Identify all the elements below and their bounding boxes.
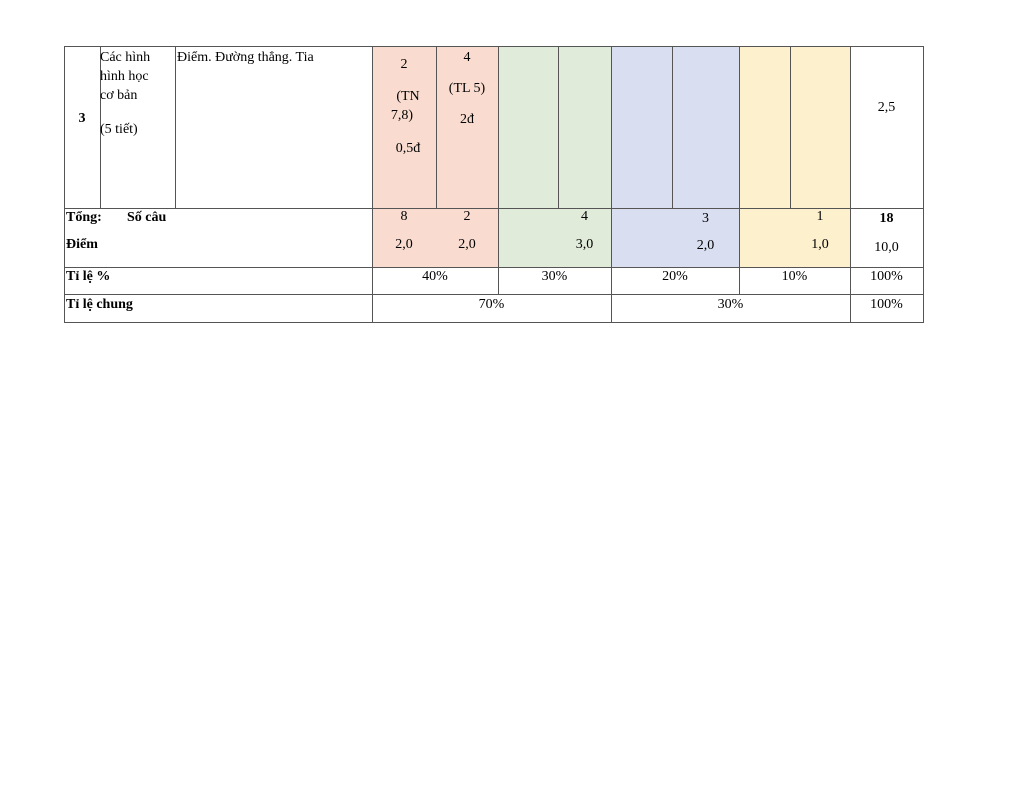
tile-thong-hieu: 30% <box>541 269 568 284</box>
fill-nhan-biet <box>373 46 498 267</box>
row3-nb-tn-line3: 7,8) <box>390 108 414 123</box>
hline-table-bottom <box>64 322 924 323</box>
row3-topic-line4: (5 tiết) <box>100 122 138 137</box>
fill-thong-hieu <box>498 46 611 267</box>
hline-top <box>64 46 924 47</box>
tong-diem-vdc-tl: 1,0 <box>811 237 829 252</box>
tong-diem-label: Điểm <box>66 237 98 252</box>
tong-cau-total: 18 <box>879 211 894 226</box>
tong-cau-vd-tl: 3 <box>702 211 709 226</box>
vline-total <box>850 46 851 323</box>
row3-total: 2,5 <box>877 100 896 115</box>
tile-van-dung-cao: 10% <box>781 269 808 284</box>
vline-stt <box>100 46 101 208</box>
tilechung-label: Tỉ lệ chung <box>66 297 133 312</box>
tong-cau-nb-tl: 2 <box>463 209 471 224</box>
tong-diem-nb-tn: 2,0 <box>395 237 413 252</box>
fill-van-dung <box>611 46 739 267</box>
hline-tile-bottom <box>64 294 924 295</box>
tile-total: 100% <box>870 269 903 284</box>
tong-diem-th-tl: 3,0 <box>575 237 594 252</box>
row3-nb-tl-count: 4 <box>463 50 471 65</box>
vline-th-vd <box>611 46 612 323</box>
vline-vdc-mid <box>790 46 791 208</box>
vline-th-mid <box>558 46 559 208</box>
vline-vd-mid <box>672 46 673 208</box>
vline-left <box>64 46 65 323</box>
row3-nb-tn-score: 0,5đ <box>395 141 421 156</box>
tong-label: Tổng: <box>66 210 102 225</box>
tong-diem-vd-tl: 2,0 <box>696 238 715 253</box>
vline-nb-th <box>498 46 499 295</box>
tilechung-total: 100% <box>870 297 903 312</box>
tong-cau-nb-tn: 8 <box>400 209 408 224</box>
tile-nhan-biet: 40% <box>422 269 448 284</box>
vline-topic <box>175 46 176 208</box>
row3-nb-tn-line2: (TN <box>396 89 420 104</box>
vline-nb-mid <box>436 46 437 208</box>
vline-right <box>923 46 924 323</box>
hline-row3-bottom <box>64 208 924 209</box>
tile-van-dung: 20% <box>662 269 688 284</box>
row3-content: Điểm. Đường thẳng. Tia <box>177 50 314 65</box>
row3-nb-tl-score: 2đ <box>460 112 474 127</box>
tilechung-group2: 30% <box>717 297 744 312</box>
row3-nb-tl-line2: (TL 5) <box>448 81 486 96</box>
tilechung-group1: 70% <box>478 297 505 312</box>
vline-vd-vdc <box>739 46 740 295</box>
tong-so-cau-label: Số câu <box>127 210 167 225</box>
tong-diem-nb-tl: 2,0 <box>458 237 476 252</box>
row3-topic-line2: hình học <box>100 69 149 84</box>
vline-content <box>372 46 373 323</box>
tile-label: Tỉ lệ % <box>66 269 111 284</box>
tong-cau-th-tl: 4 <box>581 209 588 224</box>
hline-tong-bottom <box>64 267 924 268</box>
row3-topic-line3: cơ bản <box>100 88 138 103</box>
tong-diem-total: 10,0 <box>874 240 899 255</box>
fill-van-dung-cao <box>739 46 850 267</box>
tong-cau-vdc-tl: 1 <box>816 209 824 224</box>
row3-nb-tn-count: 2 <box>400 57 408 72</box>
row3-stt: 3 <box>78 111 86 126</box>
row3-topic-line1: Các hình <box>100 50 151 65</box>
